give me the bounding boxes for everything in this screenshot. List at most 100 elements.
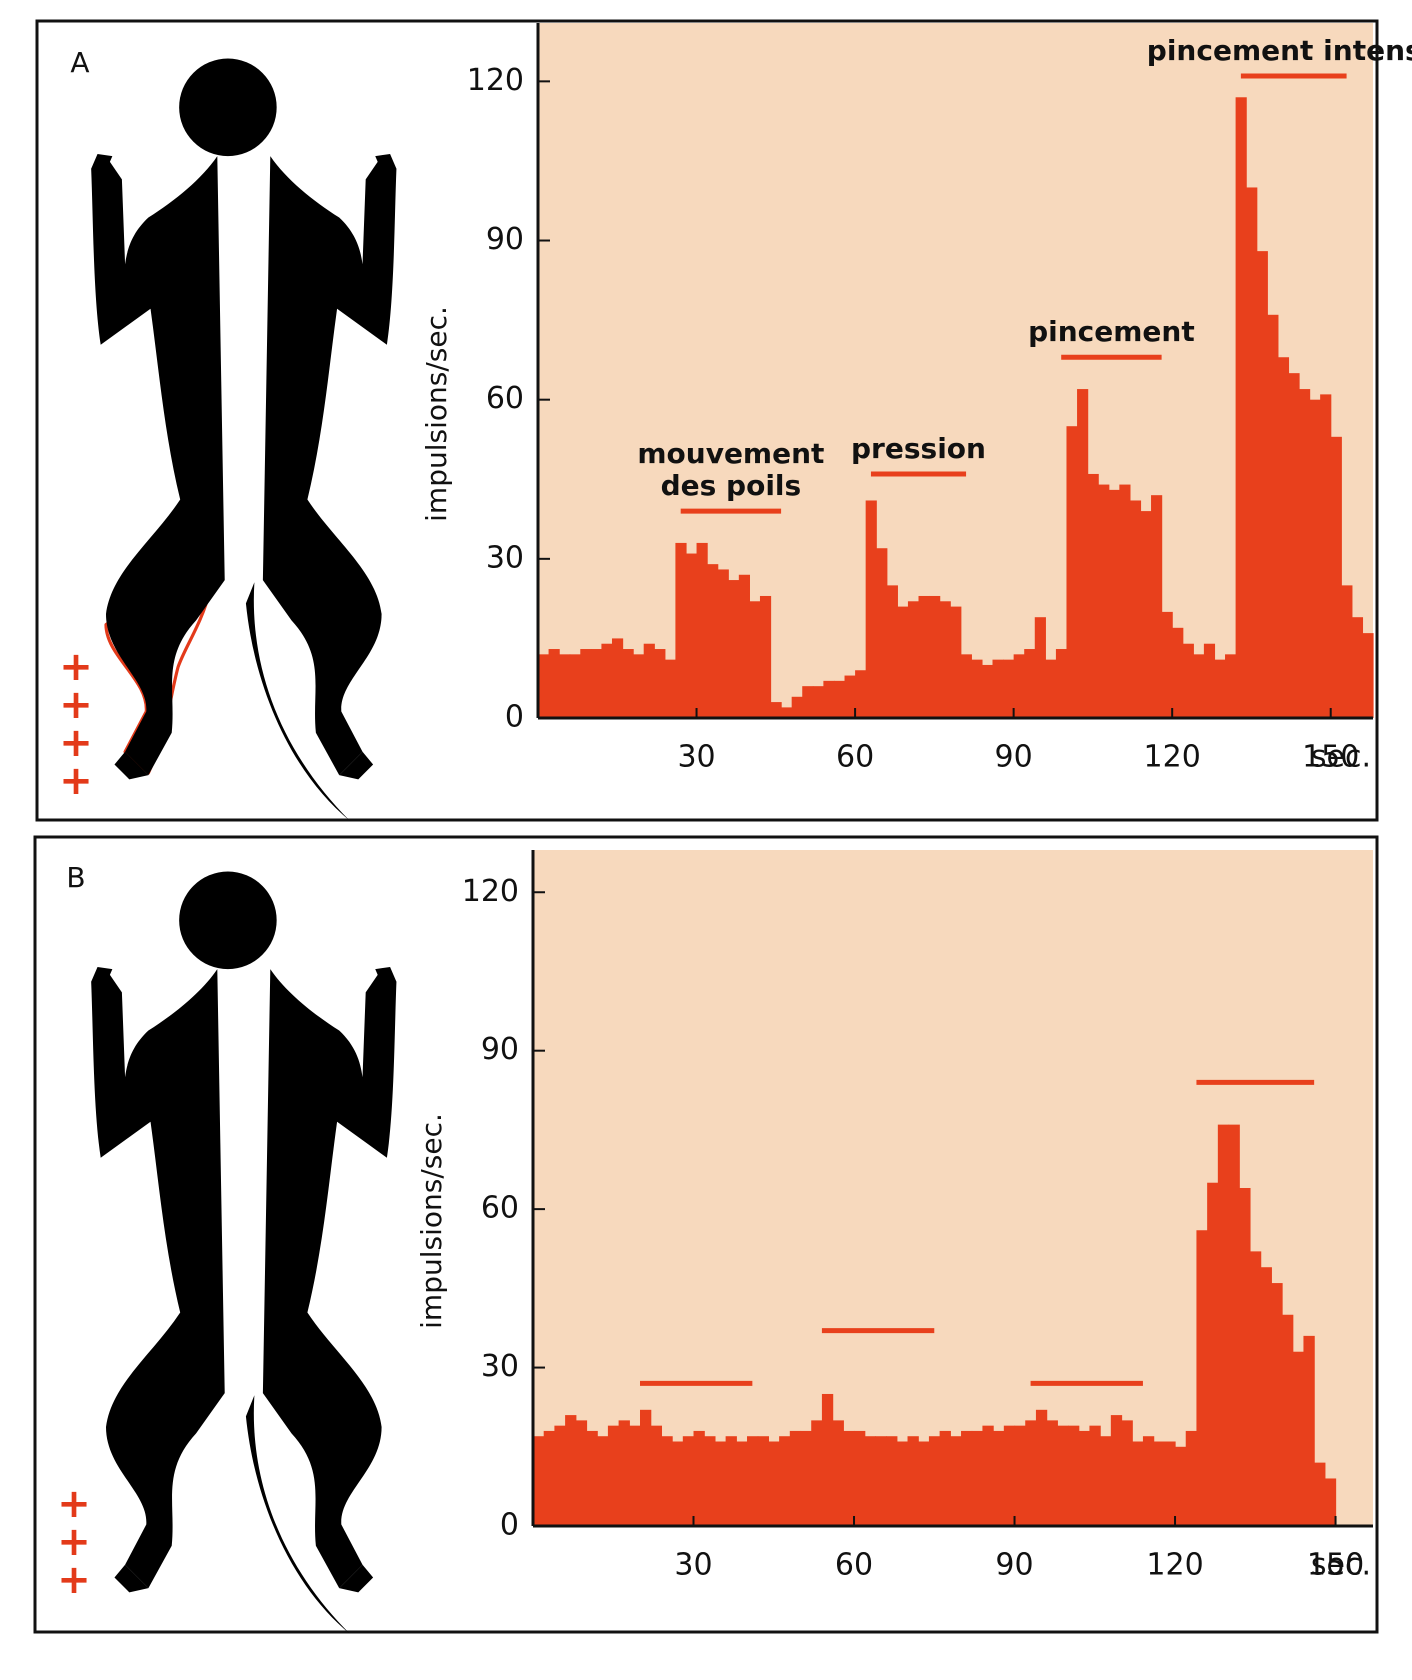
histogram-bar: [738, 574, 750, 718]
histogram-bar: [918, 595, 930, 718]
histogram-bar: [1292, 1351, 1305, 1526]
histogram-bar: [629, 1425, 641, 1526]
severity-mark: +: [59, 644, 93, 690]
x-tick-label: 150: [1302, 740, 1359, 775]
histogram-bar: [992, 659, 1004, 718]
x-tick-label: 60: [836, 740, 874, 775]
histogram-bar: [791, 696, 803, 718]
histogram-bar: [1003, 659, 1015, 718]
histogram-bar: [950, 606, 962, 718]
histogram-bar: [586, 1430, 598, 1526]
histogram-bar: [725, 1436, 737, 1526]
histogram-bar: [1172, 627, 1184, 718]
histogram-bar: [696, 542, 708, 718]
y-tick-label: 90: [481, 1032, 519, 1067]
histogram-bar: [1299, 389, 1311, 718]
monkey-outline: [91, 871, 397, 1634]
histogram-bar: [950, 1436, 962, 1526]
histogram-bar: [1140, 511, 1152, 718]
y-tick-label: 120: [462, 874, 519, 909]
histogram-bar: [897, 606, 909, 718]
histogram-bar: [1239, 1188, 1251, 1526]
histogram-bar: [685, 553, 698, 718]
histogram-bar: [1119, 484, 1131, 718]
y-tick-label: 60: [486, 381, 524, 416]
histogram-bar: [664, 659, 677, 718]
y-tick-label: 0: [505, 700, 524, 735]
severity-mark: +: [57, 1481, 91, 1527]
histogram-bar: [559, 654, 571, 718]
histogram-bar: [622, 649, 634, 718]
histogram-bar: [1121, 1420, 1133, 1526]
histogram-bar: [802, 686, 814, 718]
histogram-bar: [1068, 1425, 1080, 1526]
histogram-bar: [896, 1441, 909, 1526]
histogram-bar: [1185, 1430, 1198, 1526]
histogram-bar: [1271, 1283, 1283, 1526]
histogram-bar: [781, 707, 793, 718]
histogram-bar: [565, 1415, 577, 1526]
histogram-bar: [1098, 484, 1110, 718]
histogram-bar: [1175, 1446, 1187, 1526]
x-tick-label: 120: [1146, 1548, 1203, 1583]
x-tick-label: 90: [995, 740, 1033, 775]
histogram-bar: [1246, 187, 1258, 719]
histogram-bar: [1057, 1425, 1069, 1526]
histogram-bar: [1078, 1430, 1091, 1526]
histogram-bar: [1249, 1251, 1262, 1526]
histogram-bar: [747, 1436, 759, 1526]
histogram-bar: [1110, 1415, 1123, 1526]
y-tick-label: 30: [481, 1349, 519, 1384]
histogram-bar: [736, 1441, 748, 1526]
x-tick-label: 120: [1144, 740, 1201, 775]
histogram-bar: [865, 500, 877, 718]
histogram-bar: [1214, 659, 1226, 718]
histogram-bar: [779, 1436, 791, 1526]
histogram-bar: [590, 649, 603, 718]
histogram-bar: [1225, 654, 1237, 718]
histogram-bar: [907, 1436, 919, 1526]
annotation-label: pression: [851, 432, 986, 465]
histogram-bar: [1228, 1124, 1240, 1526]
histogram-bar: [611, 638, 624, 718]
histogram-bar: [939, 1430, 951, 1526]
histogram-bar: [661, 1436, 673, 1526]
histogram-bar: [1330, 436, 1342, 718]
y-axis-label: impulsions/sec.: [415, 1113, 448, 1329]
histogram-bar: [1014, 1425, 1026, 1526]
histogram-bar: [749, 601, 761, 718]
histogram-bar: [1203, 643, 1216, 718]
x-tick-label: 150: [1307, 1548, 1364, 1583]
histogram-bar: [1277, 357, 1290, 718]
histogram-bar: [1161, 611, 1173, 718]
histogram-bar: [939, 601, 951, 718]
histogram-bar: [1066, 426, 1078, 718]
histogram-bar: [832, 1420, 844, 1526]
histogram-bar: [1142, 1436, 1155, 1526]
histogram-bar: [569, 654, 581, 718]
panel-frame: [35, 19, 1379, 822]
histogram-bar: [1282, 1314, 1294, 1526]
severity-mark: +: [59, 720, 93, 766]
histogram-bar: [1164, 1441, 1176, 1526]
histogram-bar: [768, 1441, 780, 1526]
histogram-bar: [633, 654, 645, 718]
histogram-bar: [1108, 489, 1120, 718]
monkey-drawing: [91, 871, 397, 1634]
y-tick-label: 120: [467, 63, 524, 98]
x-tick-label: 30: [677, 740, 715, 775]
histogram-bar: [789, 1430, 802, 1526]
histogram-bar: [704, 1436, 716, 1526]
histogram-bar: [707, 564, 719, 718]
histogram-bar: [1196, 1230, 1208, 1526]
histogram-bar: [981, 664, 994, 718]
histogram-bar: [1193, 654, 1205, 718]
histogram-bar: [650, 1425, 663, 1526]
histogram-bar: [601, 643, 613, 718]
histogram-bar: [886, 1436, 898, 1526]
histogram-bar: [607, 1425, 620, 1526]
histogram-bar: [844, 675, 856, 718]
histogram-bar: [929, 595, 941, 718]
